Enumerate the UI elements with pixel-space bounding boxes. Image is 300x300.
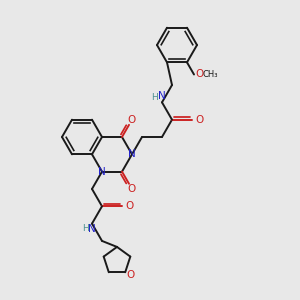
Text: H: H — [82, 224, 89, 233]
Text: H: H — [152, 93, 158, 102]
Text: CH₃: CH₃ — [202, 70, 218, 79]
Text: N: N — [158, 92, 166, 101]
Text: O: O — [196, 115, 204, 125]
Text: O: O — [126, 270, 134, 280]
Text: O: O — [126, 201, 134, 211]
Text: N: N — [128, 149, 136, 159]
Text: O: O — [128, 115, 136, 125]
Text: O: O — [128, 184, 136, 194]
Text: N: N — [98, 167, 106, 177]
Text: O: O — [195, 70, 203, 80]
Text: N: N — [88, 224, 96, 234]
